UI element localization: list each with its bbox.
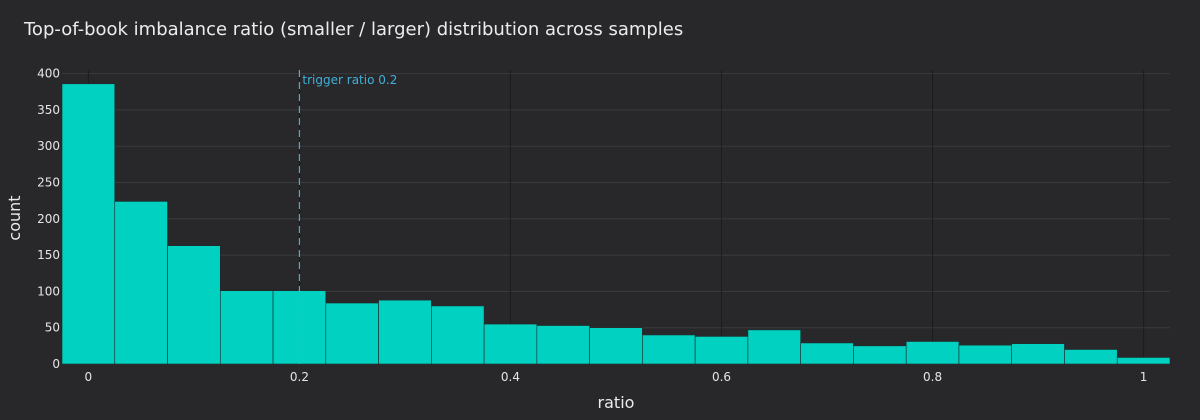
histogram-bar: [800, 342, 854, 365]
x-tick-label: 0.6: [712, 370, 731, 384]
y-tick-label: 0: [52, 357, 60, 371]
histogram-bar: [694, 336, 749, 365]
y-tick-label: 250: [37, 176, 60, 190]
bars-group: [61, 83, 1171, 365]
histogram-bar: [431, 305, 485, 365]
y-axis-ticks: 0 50 100 150 200 250 300 350 400: [37, 67, 60, 371]
histogram-bar: [1064, 349, 1118, 365]
x-tick-label: 0.2: [290, 370, 309, 384]
y-tick-label: 150: [37, 248, 60, 262]
histogram-bar: [325, 302, 379, 365]
histogram-bar: [61, 83, 116, 365]
y-axis-title: count: [5, 195, 24, 240]
x-tick-label: 0: [85, 370, 93, 384]
histogram-bar: [114, 201, 168, 365]
y-tick-label: 350: [37, 103, 60, 117]
histogram-bar: [1011, 343, 1065, 365]
x-axis-title: ratio: [598, 393, 635, 412]
histogram-bar: [589, 327, 643, 365]
histogram-bar: [905, 341, 960, 365]
histogram-bar: [853, 345, 907, 365]
y-tick-label: 400: [37, 67, 60, 81]
histogram-bar: [378, 299, 432, 365]
x-tick-label: 1: [1140, 370, 1148, 384]
histogram-bar: [958, 344, 1013, 365]
histogram-bar: [219, 290, 274, 365]
x-axis-ticks: 0 0.2 0.4 0.6 0.8 1: [85, 370, 1148, 384]
histogram-bar: [747, 329, 801, 365]
chart-title: Top-of-book imbalance ratio (smaller / l…: [23, 19, 683, 40]
histogram-bar: [642, 334, 696, 365]
y-tick-label: 100: [37, 284, 60, 298]
histogram-bar: [483, 323, 538, 365]
y-tick-label: 300: [37, 139, 60, 153]
histogram-bar: [536, 325, 590, 365]
threshold-label: trigger ratio 0.2: [302, 73, 397, 87]
y-tick-label: 200: [37, 212, 60, 226]
x-tick-label: 0.8: [923, 370, 942, 384]
y-tick-label: 50: [45, 321, 60, 335]
annotations-group: trigger ratio 0.2: [298, 70, 397, 364]
x-tick-label: 0.4: [501, 370, 520, 384]
histogram-bar: [167, 245, 221, 365]
histogram-bar: [1116, 357, 1171, 365]
